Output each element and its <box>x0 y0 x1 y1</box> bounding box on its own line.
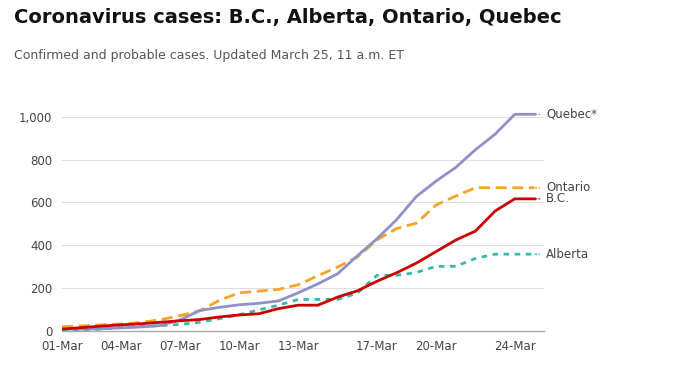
Text: B.C.: B.C. <box>546 192 570 205</box>
Text: Confirmed and probable cases. Updated March 25, 11 a.m. ET: Confirmed and probable cases. Updated Ma… <box>14 49 404 62</box>
Text: Quebec*: Quebec* <box>546 108 597 121</box>
Text: Alberta: Alberta <box>546 248 589 261</box>
Text: Coronavirus cases: B.C., Alberta, Ontario, Quebec: Coronavirus cases: B.C., Alberta, Ontari… <box>14 8 562 27</box>
Text: Ontario: Ontario <box>546 181 590 194</box>
